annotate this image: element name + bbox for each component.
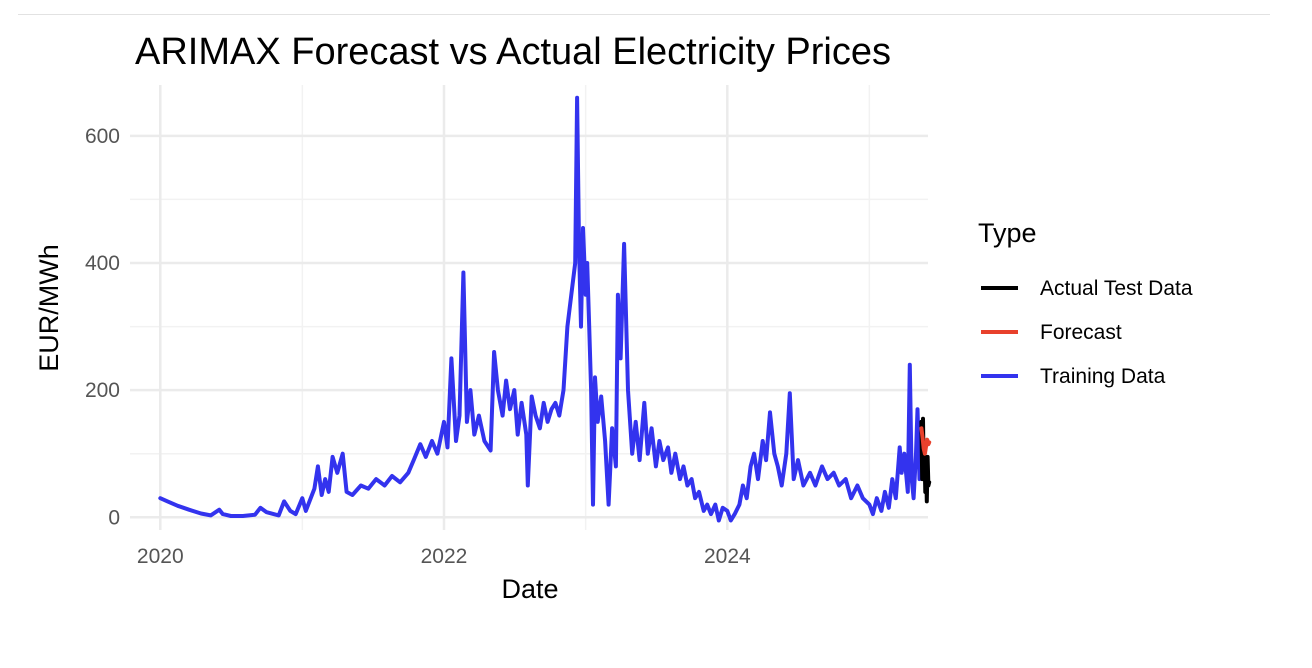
y-axis-title: EUR/MWh — [34, 244, 64, 372]
legend-title: Type — [978, 218, 1037, 248]
y-tick-labels: 0 200 400 600 — [85, 125, 120, 529]
legend-label: Forecast — [1040, 321, 1122, 344]
series-line-training-data — [158, 95, 924, 523]
grid-lines — [130, 85, 928, 530]
x-tick-label: 2020 — [137, 545, 184, 568]
legend-label: Training Data — [1040, 365, 1166, 388]
x-axis-title: Date — [501, 574, 558, 604]
series-line-forecast — [919, 426, 932, 456]
plot-panel: 0 200 400 600 2020 2022 2024 — [85, 85, 932, 568]
y-tick-label: 400 — [85, 252, 120, 275]
top-divider — [18, 14, 1270, 15]
chart-title: ARIMAX Forecast vs Actual Electricity Pr… — [135, 31, 891, 73]
series-layer — [158, 95, 932, 523]
y-tick-label: 600 — [85, 125, 120, 148]
legend: Type Actual Test Data Forecast Training Da… — [978, 218, 1193, 388]
y-tick-label: 200 — [85, 379, 120, 402]
legend-items: Actual Test Data Forecast Training Data — [981, 277, 1193, 388]
x-tick-label: 2024 — [704, 545, 751, 568]
legend-label: Actual Test Data — [1040, 277, 1193, 300]
y-tick-label: 0 — [108, 506, 120, 529]
x-tick-labels: 2020 2022 2024 — [137, 545, 751, 568]
x-tick-label: 2022 — [421, 545, 468, 568]
